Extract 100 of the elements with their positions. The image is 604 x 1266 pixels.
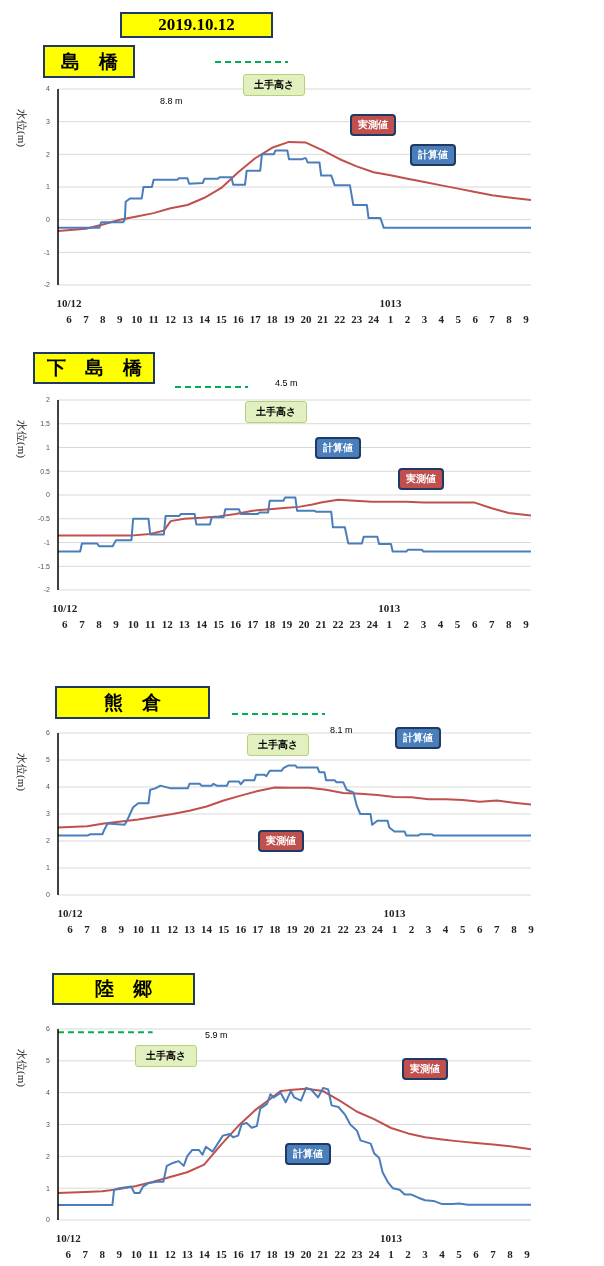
x-tick-label: 5 — [459, 923, 466, 935]
x-tick-label: 20 — [300, 1248, 313, 1260]
x-tick-label: 20 — [303, 923, 316, 935]
x-tick-label: 18 — [266, 313, 279, 325]
y-axis-title: 水位(m) — [15, 1049, 28, 1087]
x-tick-label: 7 — [84, 923, 91, 935]
x-tick-label: 11 — [148, 313, 159, 325]
x-tick-label: 14 — [198, 313, 211, 325]
x-tick-label: 17 — [252, 923, 264, 935]
x-tick-label: 9 — [117, 313, 124, 325]
series-label: 実測値 — [398, 468, 444, 490]
x-tick-label: 16 — [232, 1248, 245, 1260]
x-tick-label: 15 — [213, 618, 225, 630]
annotation: 5.9 m — [205, 1030, 228, 1040]
x-tick-label: 1013 1 — [383, 907, 406, 935]
x-tick-label: 7 — [489, 313, 496, 325]
x-tick-label: 5 — [456, 1248, 463, 1260]
x-tick-label: 2 — [405, 1248, 412, 1260]
x-tick-label: 2 — [408, 923, 415, 935]
x-tick-label: 12 — [166, 923, 179, 935]
chart-title: 陸 郷 — [52, 973, 195, 1005]
x-tick-label: 16 — [235, 923, 247, 935]
x-tick-label: 9 — [118, 923, 125, 935]
x-tick-label: 8 — [100, 313, 107, 325]
x-tick-label: 1013 1 — [378, 602, 401, 630]
ref-line-label: 土手高さ — [135, 1045, 197, 1067]
x-tick-label: 4 — [442, 923, 449, 935]
x-tick-label: 8 — [506, 618, 513, 630]
x-tick-label: 3 — [422, 1248, 429, 1260]
x-tick-label: 9 — [523, 618, 530, 630]
x-tick-label: 18 — [266, 1248, 279, 1260]
x-tick-label: 13 — [181, 313, 194, 325]
x-tick-label: 17 — [247, 618, 259, 630]
chart-title: 2019.10.12 — [120, 12, 273, 38]
x-tick-label: 16 — [230, 618, 242, 630]
y-axis-title: 水位(m) — [15, 753, 28, 791]
x-tick-label: 16 — [232, 313, 245, 325]
x-tick-label: 15 — [218, 923, 230, 935]
x-tick-label: 10/12 6 — [56, 297, 83, 325]
x-tick-label: 9 — [524, 1248, 531, 1260]
x-tick-label: 20 — [298, 618, 310, 630]
annotation: 8.1 m — [330, 725, 353, 735]
x-tick-label: 14 — [195, 618, 208, 630]
x-tick-label: 7 — [490, 1248, 497, 1260]
x-tick-label: 10 — [131, 313, 143, 325]
x-tick-label: 22 — [334, 313, 346, 325]
x-tick-label: 23 — [354, 923, 367, 935]
x-tick-label: 11 — [145, 618, 156, 630]
x-tick-label: 1013 1 — [380, 1232, 403, 1260]
line-series — [58, 498, 531, 537]
x-tick-label: 3 — [420, 618, 427, 630]
x-tick-label: 8 — [511, 923, 518, 935]
x-tick-label: 8 — [507, 1248, 514, 1260]
x-tick-label: 22 — [334, 1248, 347, 1260]
x-tick-label: 23 — [349, 618, 362, 630]
x-tick-label: 24 — [368, 313, 380, 325]
x-tick-label: 4 — [437, 618, 444, 630]
x-tick-label: 5 — [455, 313, 462, 325]
x-tick-label: 12 — [165, 313, 177, 325]
text: 計算値 — [285, 1143, 331, 1165]
x-tick-label: 9 — [116, 1248, 123, 1260]
x-tick-label: 4 — [438, 313, 445, 325]
x-tick-label: 21 — [317, 1248, 329, 1260]
x-tick-label: 7 — [488, 618, 495, 630]
annotation: 8.8 m — [160, 96, 183, 106]
x-tick-label: 19 — [283, 313, 295, 325]
y-axis-title: 水位(m) — [15, 109, 28, 147]
x-tick-label: 7 — [79, 618, 86, 630]
text: 実測値 — [258, 830, 304, 852]
x-tick-label: 24 — [371, 923, 384, 935]
x-tick-label: 11 — [150, 923, 161, 935]
x-tick-label: 2 — [404, 313, 411, 325]
x-tick-label: 18 — [269, 923, 281, 935]
x-tick-label: 8 — [101, 923, 108, 935]
x-tick-label: 10 — [127, 618, 140, 630]
line-series — [58, 786, 531, 829]
x-tick-label: 15 — [215, 313, 228, 325]
x-tick-label: 6 — [471, 618, 478, 630]
x-tick-label: 15 — [215, 1248, 228, 1260]
text: 計算値 — [315, 437, 361, 459]
y-axis-title: 水位(m) — [15, 420, 28, 458]
chart-subtitle: 島 橋 — [43, 45, 135, 78]
x-tick-label: 18 — [264, 618, 276, 630]
x-tick-label: 14 — [201, 923, 213, 935]
x-tick-label: 19 — [283, 1248, 296, 1260]
annotation: 土手高さ — [247, 734, 309, 756]
x-tick-label: 11 — [147, 1248, 159, 1260]
x-tick-label: 17 — [249, 313, 262, 325]
x-tick-label: 10 — [132, 923, 145, 935]
chart-title: 下 島 橋 — [33, 352, 155, 384]
x-tick-label: 3 — [425, 923, 432, 935]
x-tick-label: 10 — [130, 1248, 143, 1260]
x-tick-label: 6 — [472, 313, 479, 325]
x-tick-label: 23 — [351, 1248, 364, 1260]
x-tick-label: 20 — [300, 313, 312, 325]
text: 4.5 m — [275, 378, 298, 388]
x-tick-label: 5 — [454, 618, 461, 630]
chart-title: 熊 倉 — [55, 686, 210, 719]
text: 計算値 — [410, 144, 456, 166]
x-tick-label: 9 — [523, 313, 530, 325]
